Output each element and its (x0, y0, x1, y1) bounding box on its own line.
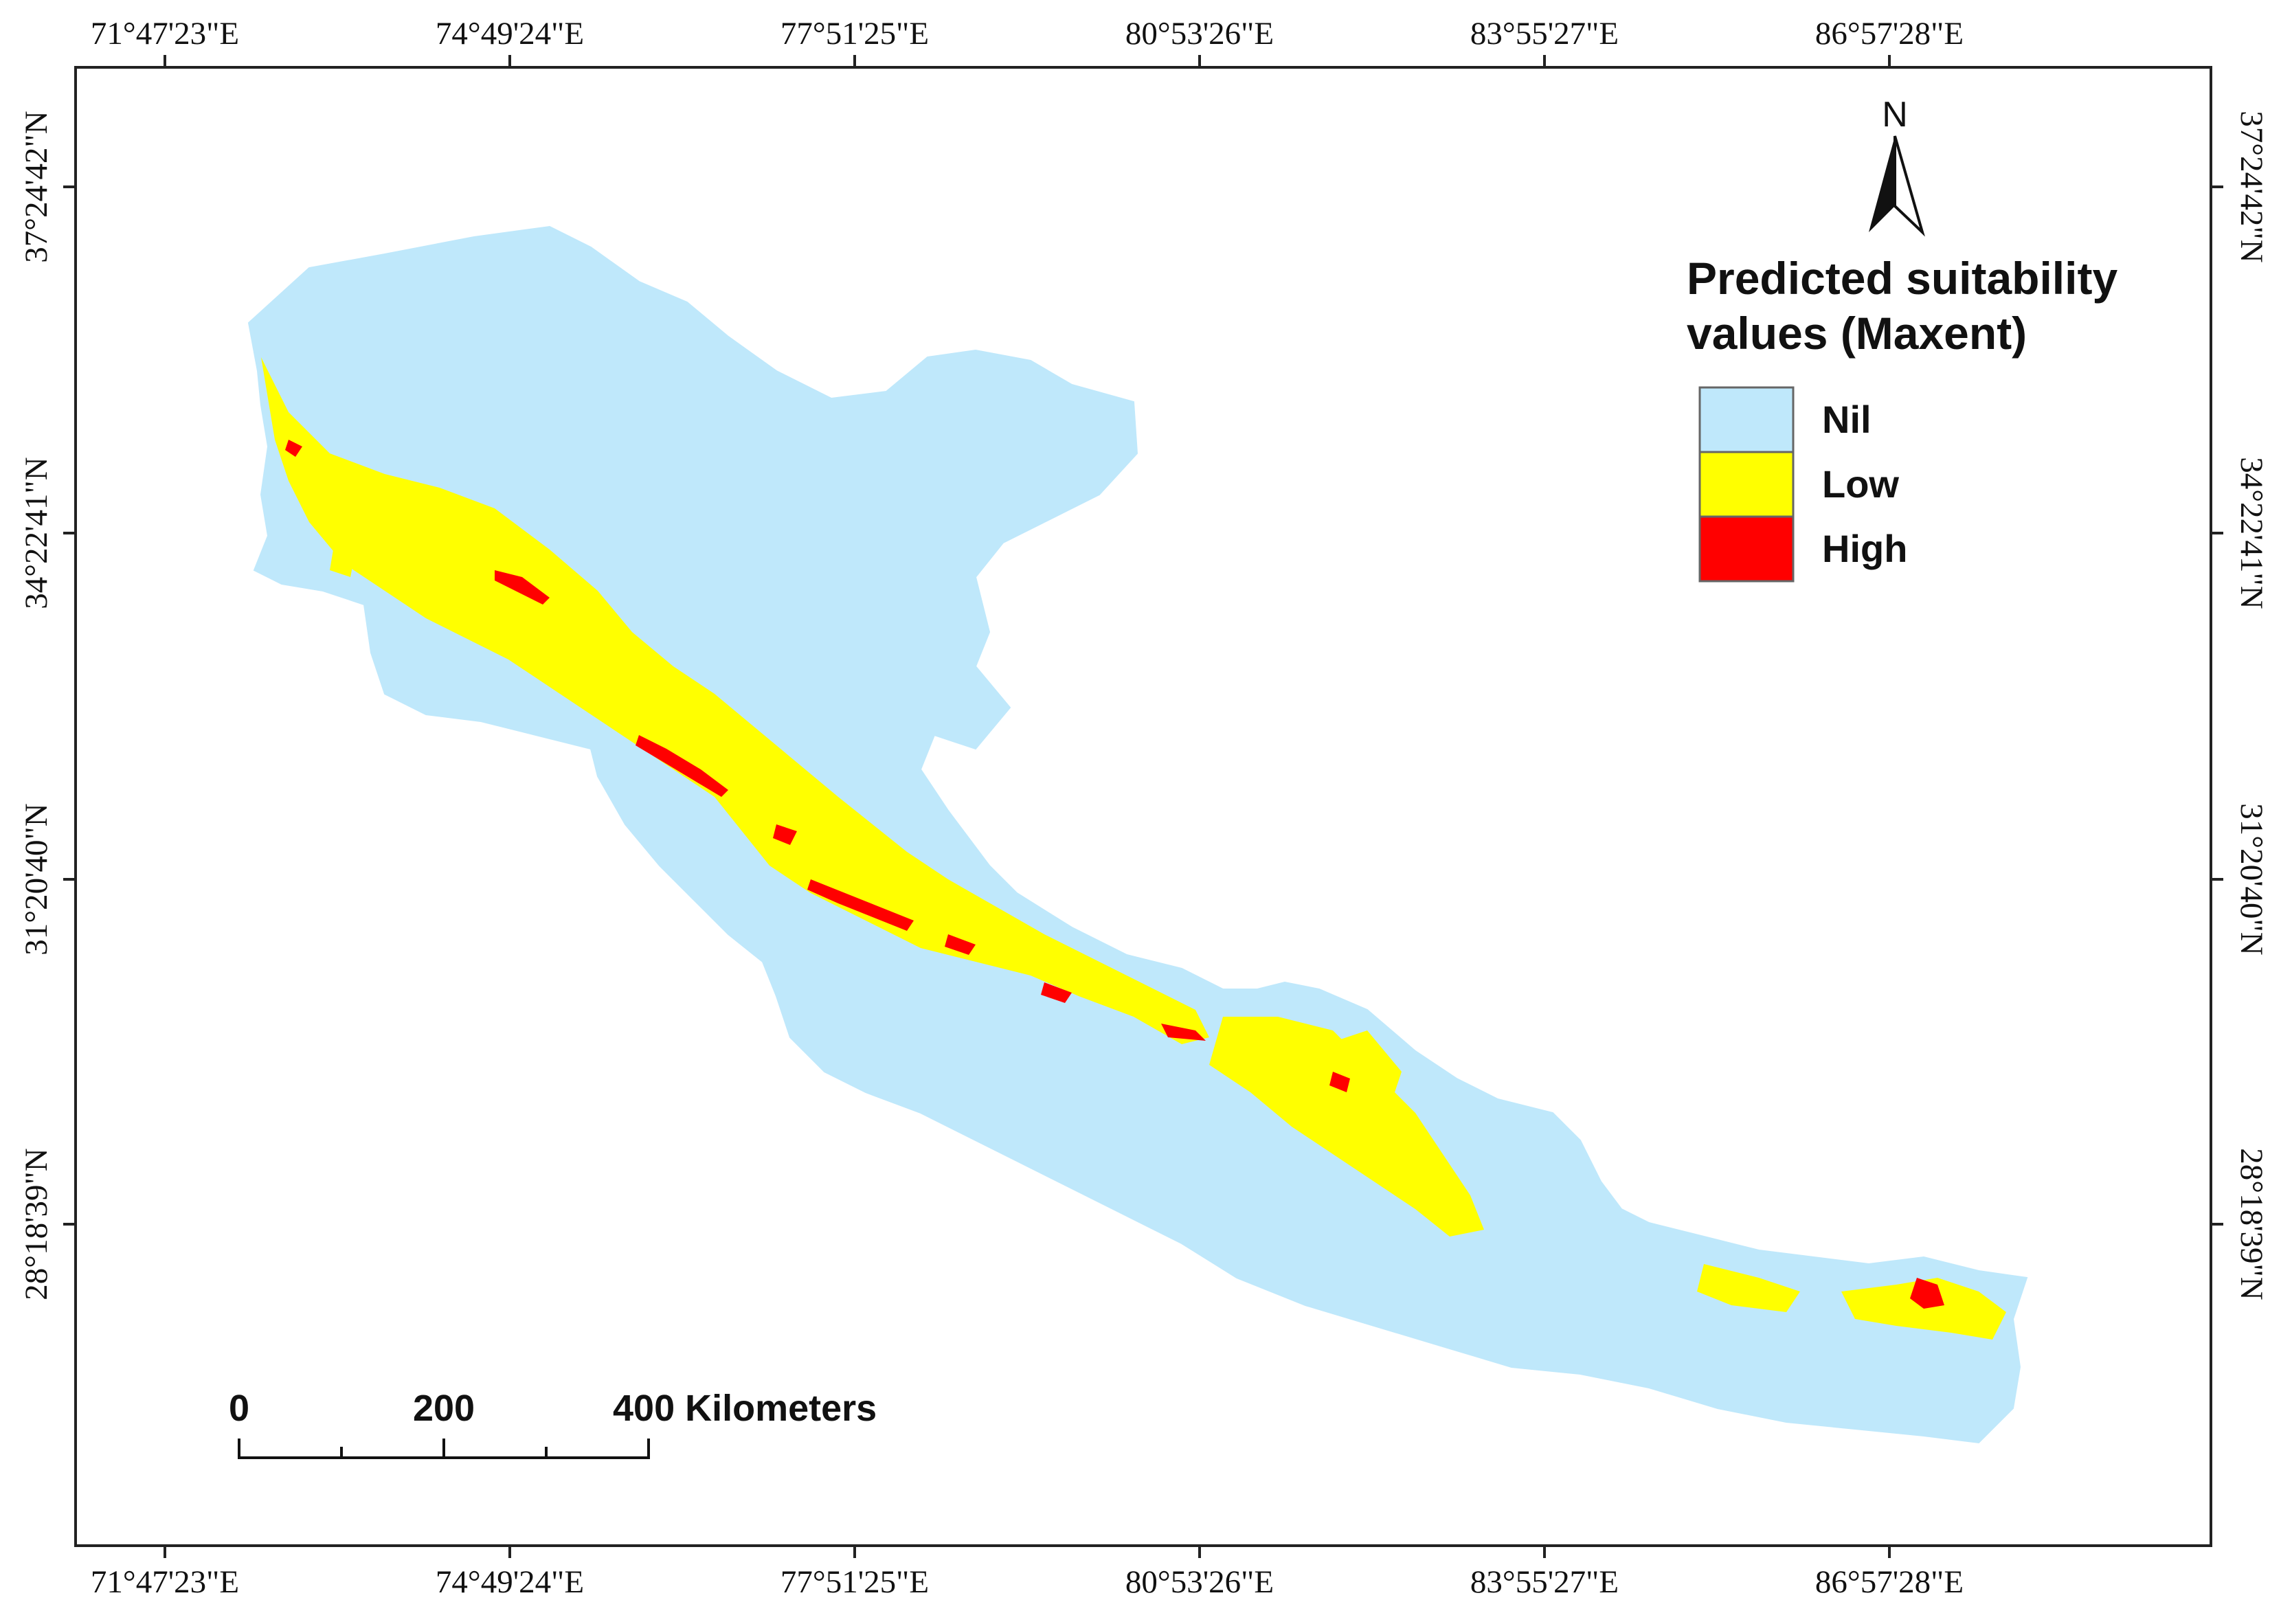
top-ticks (164, 55, 1891, 67)
scale-label-200: 200 (413, 1388, 475, 1429)
lon-label-top: 77°51'25"E (780, 16, 929, 52)
legend: Predicted suitability values (Maxent) Ni… (1687, 253, 2117, 583)
top-longitude-labels: 71°47'23"E 74°49'24"E 77°51'25"E 80°53'2… (91, 16, 1964, 52)
lat-label-left: 34°22'41"N (19, 457, 54, 609)
lon-label-bottom: 86°57'28"E (1815, 1564, 1964, 1600)
lat-label-right: 34°22'41"N (2234, 457, 2269, 609)
legend-swatch-low (1698, 451, 1795, 518)
legend-swatch-high (1698, 515, 1795, 583)
study-region-nil (247, 225, 2028, 1444)
north-arrow-outline (1894, 135, 1925, 237)
lon-label-bottom: 74°49'24"E (436, 1564, 584, 1600)
lon-label-top: 74°49'24"E (436, 16, 584, 52)
left-latitude-labels: 37°24'42"N 34°22'41"N 31°20'40"N 28°18'3… (19, 111, 54, 1300)
lat-label-right: 28°18'39"N (2234, 1148, 2269, 1300)
right-latitude-labels: 37°24'42"N 34°22'41"N 31°20'40"N 28°18'3… (2234, 111, 2269, 1300)
lon-label-top: 80°53'26"E (1125, 16, 1274, 52)
left-ticks (63, 185, 76, 1226)
north-arrow-icon (1869, 136, 1895, 232)
lon-label-top: 83°55'27"E (1470, 16, 1619, 52)
legend-label-nil: Nil (1822, 398, 1872, 441)
scale-label-0: 0 (229, 1388, 249, 1429)
bottom-longitude-labels: 71°47'23"E 74°49'24"E 77°51'25"E 80°53'2… (91, 1564, 1964, 1600)
north-label: N (1882, 95, 1908, 135)
lat-label-left: 37°24'42"N (19, 111, 54, 262)
lon-label-bottom: 80°53'26"E (1125, 1564, 1274, 1600)
lon-label-bottom: 77°51'25"E (780, 1564, 929, 1600)
right-ticks (2211, 185, 2223, 1226)
scale-label-400: 400 Kilometers (613, 1388, 877, 1429)
lon-label-bottom: 71°47'23"E (91, 1564, 239, 1600)
legend-label-high: High (1822, 527, 1907, 570)
legend-label-low: Low (1822, 462, 1899, 506)
lat-label-right: 31°20'40"N (2234, 803, 2269, 955)
bottom-ticks (164, 1546, 1891, 1558)
lat-label-left: 31°20'40"N (19, 803, 54, 955)
lat-label-left: 28°18'39"N (19, 1148, 54, 1300)
legend-swatch-nil (1698, 386, 1795, 453)
lat-label-right: 37°24'42"N (2234, 111, 2269, 262)
legend-title-line2: values (Maxent) (1687, 308, 2027, 359)
high-suitability-zones (285, 440, 1944, 1309)
north-arrow: N (1869, 95, 1925, 237)
lon-label-top: 86°57'28"E (1815, 16, 1964, 52)
lon-label-top: 71°47'23"E (91, 16, 239, 52)
lon-label-bottom: 83°55'27"E (1470, 1564, 1619, 1600)
scale-bar: 0 200 400 Kilometers (229, 1388, 877, 1459)
legend-title-line1: Predicted suitability (1687, 253, 2117, 304)
